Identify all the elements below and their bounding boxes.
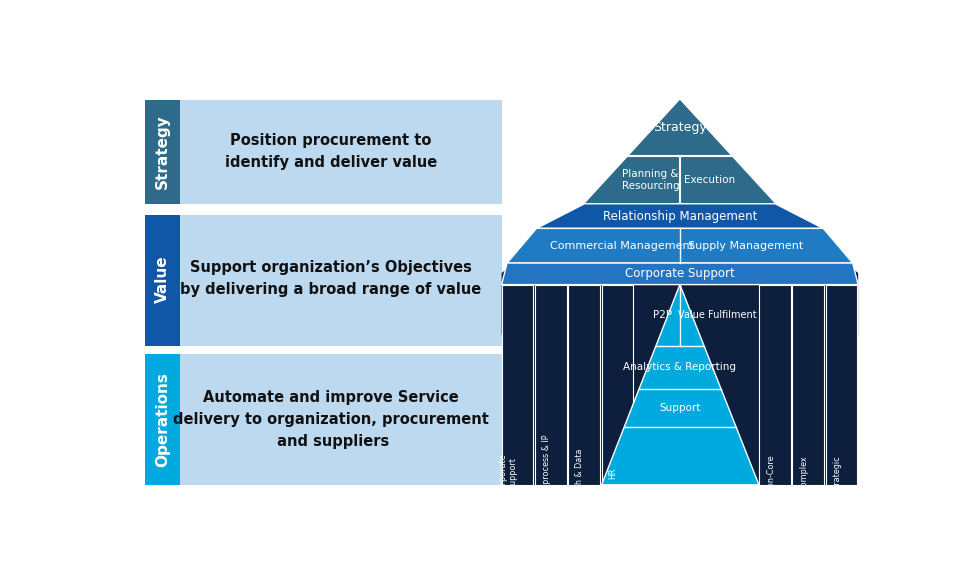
Bar [145,354,180,485]
Text: Support: Support [659,403,701,413]
Bar [501,285,533,485]
Text: Non-Core: Non-Core [765,454,775,492]
Polygon shape [585,100,775,204]
Text: Planning &
Resourcing: Planning & Resourcing [622,168,680,191]
Bar [145,204,838,215]
Bar [759,285,791,485]
Polygon shape [602,285,759,485]
Text: Position procurement to
identify and deliver value: Position procurement to identify and del… [225,133,437,170]
Text: Execution: Execution [683,175,735,185]
Text: Analytics & Reporting: Analytics & Reporting [623,362,736,373]
Bar [568,285,600,485]
Text: Value: Value [155,255,170,302]
Bar [145,100,180,204]
Text: Commercial Management: Commercial Management [550,241,694,251]
Bar [145,354,838,485]
Bar [793,285,824,485]
Bar [501,100,858,485]
Text: Tech & Data: Tech & Data [575,449,584,497]
Polygon shape [501,263,858,285]
Text: HR: HR [608,467,617,479]
Text: Relationship Management: Relationship Management [603,209,757,223]
Bar [501,285,858,485]
Bar [145,100,838,204]
Text: Value Fulfilment: Value Fulfilment [678,310,757,320]
Text: Support organization’s Objectives
by delivering a broad range of value: Support organization’s Objectives by del… [180,260,482,297]
Bar [602,285,634,485]
Text: Corporate Support: Corporate Support [625,267,735,281]
Text: Automate and improve Service
delivery to organization, procurement
 and supplier: Automate and improve Service delivery to… [174,390,489,449]
Text: Strategy: Strategy [155,114,170,189]
Polygon shape [507,228,853,263]
Polygon shape [501,204,858,335]
Text: Strategy: Strategy [653,121,707,135]
Polygon shape [536,204,823,228]
Bar [535,285,566,485]
Bar [145,212,180,346]
Text: Complex: Complex [800,455,808,491]
Text: Operations: Operations [155,372,170,467]
Bar [145,346,838,354]
Bar [826,285,857,485]
Text: Strategic: Strategic [833,455,841,492]
Text: P2P: P2P [653,310,673,320]
Text: Policy, process & IP: Policy, process & IP [542,435,551,512]
Text: Supply Management: Supply Management [688,241,803,251]
Text: Corporate
Support: Corporate Support [498,453,518,493]
Bar [145,212,838,346]
